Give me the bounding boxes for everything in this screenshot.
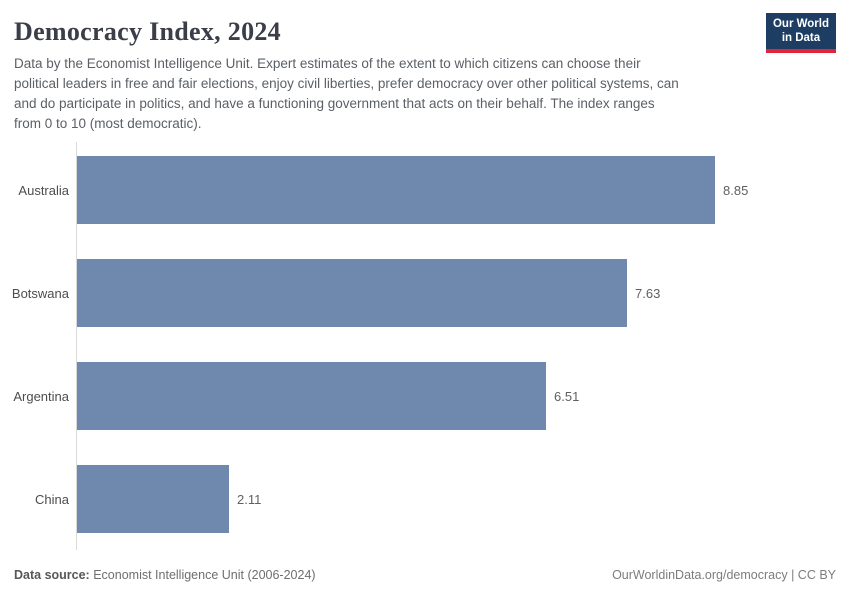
bar[interactable]: [77, 156, 715, 224]
bar-row: Argentina 6.51: [0, 362, 850, 430]
value-label: 8.85: [723, 182, 749, 198]
data-source-label: Data source:: [14, 568, 90, 582]
data-source-line[interactable]: Data source: Economist Intelligence Unit…: [14, 568, 316, 582]
category-label[interactable]: China: [35, 491, 69, 507]
chart-subtitle-line: political leaders in free and fair elect…: [14, 76, 679, 91]
chart-subtitle-line: Data by the Economist Intelligence Unit.…: [14, 56, 641, 71]
chart-subtitle-line: from 0 to 10 (most democratic).: [14, 116, 202, 131]
value-label: 7.63: [635, 285, 661, 301]
chart-subtitle: Data by the Economist Intelligence Unit.…: [14, 54, 679, 134]
bar-chart: Australia 8.85 Botswana 7.63 Argentina 6.51 Ch…: [0, 142, 850, 552]
category-label[interactable]: Australia: [18, 182, 69, 198]
bar[interactable]: [77, 465, 229, 533]
value-label: 6.51: [554, 388, 580, 404]
bar[interactable]: [77, 362, 546, 430]
credit-link[interactable]: OurWorldinData.org/democracy | CC BY: [612, 568, 836, 582]
category-label[interactable]: Argentina: [13, 388, 69, 404]
value-label: 2.11: [237, 491, 262, 507]
y-axis-line: [76, 142, 77, 550]
bar-row: Australia 8.85: [0, 156, 850, 224]
category-label[interactable]: Botswana: [11, 285, 69, 301]
owid-logo[interactable]: Our World in Data: [765, 13, 836, 53]
bar-row: Botswana 7.63: [0, 259, 850, 327]
chart-subtitle-line: and do participate in politics, and have…: [14, 96, 655, 111]
owid-logo-line2: in Data: [781, 31, 821, 44]
chart-title: Democracy Index, 2024: [14, 17, 281, 46]
bar[interactable]: [77, 259, 627, 327]
bar-row: China 2.11: [0, 465, 850, 533]
data-source-value: Economist Intelligence Unit (2006-2024): [93, 568, 316, 582]
owid-logo-line1: Our World: [772, 18, 829, 30]
